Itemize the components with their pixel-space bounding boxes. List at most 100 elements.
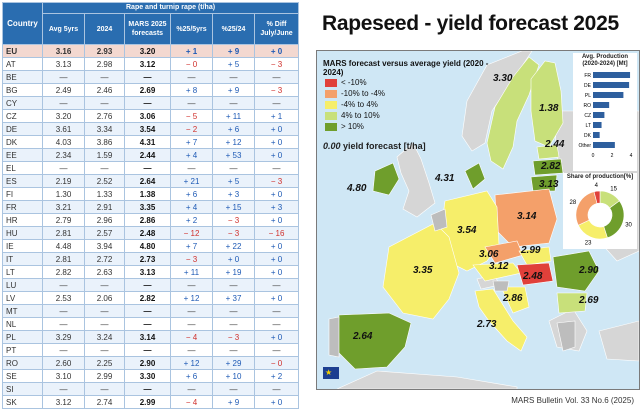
table-cell: — [212, 382, 255, 396]
table-cell: + 37 [212, 291, 255, 305]
table-cell: — [212, 70, 255, 84]
cell-country: CY [2, 96, 43, 110]
donut-slice [593, 190, 601, 204]
footnote: MARS Bulletin Vol. 33 No.6 (2025) [511, 396, 634, 405]
table-cell: − 3 [170, 252, 213, 266]
table-cell: + 0 [253, 135, 300, 149]
table-cell: + 0 [253, 330, 300, 344]
table-cell: 1.30 [42, 187, 85, 201]
table-row: PL 3.29 3.24 3.14− 4− 3 + 0 [2, 330, 300, 344]
cell-country: SI [2, 382, 43, 396]
cell-country: PL [2, 330, 43, 344]
cell-country: SE [2, 369, 43, 383]
cell-country: EU [2, 44, 43, 58]
table-cell: 4.80 [124, 239, 171, 253]
col-2024: 2024 [84, 13, 125, 45]
cell-country: IT [2, 252, 43, 266]
table-cell: 2.69 [124, 83, 171, 97]
cell-country: DE [2, 122, 43, 136]
table-cell: — [84, 96, 125, 110]
map-label-se: 3.30 [493, 73, 513, 84]
table-cell: 2.74 [84, 395, 125, 409]
table-row: FI 1.30 1.33 1.38 + 6 + 3 + 0 [2, 187, 300, 201]
land-africa [336, 370, 518, 389]
table-cell: + 0 [253, 252, 300, 266]
table-cell: + 0 [253, 265, 300, 279]
table-cell: + 12 [170, 356, 213, 370]
country-dk [464, 162, 486, 190]
table-cell: + 0 [253, 213, 300, 227]
table-cell: 4.48 [42, 239, 85, 253]
bar-category-label: DE [584, 83, 592, 89]
yield-note: 0.00 yield forecast [t/ha] [323, 141, 426, 151]
table-cell: 3.24 [84, 330, 125, 344]
table-cell: + 12 [170, 291, 213, 305]
map-label-ro: 2.90 [578, 265, 599, 276]
cell-country: BE [2, 70, 43, 84]
table-row: PT — — — — — — [2, 343, 300, 357]
table-cell: + 53 [212, 148, 255, 162]
map-label-es: 2.64 [352, 331, 373, 342]
table-cell: — [42, 317, 85, 331]
cell-country: MT [2, 304, 43, 318]
table-cell: — [170, 96, 213, 110]
table-cell: 3.35 [124, 200, 171, 214]
production-chart: Avg. Production (2020-2024) [Mt] FR DE PL R… [573, 53, 637, 171]
table-cell: + 9 [212, 83, 255, 97]
table-cell: — [124, 304, 171, 318]
table-cell: 3.13 [124, 265, 171, 279]
table-cell: — [170, 382, 213, 396]
bar-category-label: PL [585, 93, 591, 99]
table-cell: — [124, 382, 171, 396]
col-country: Country [2, 2, 43, 45]
table-row: HR 2.79 2.96 2.86 + 2− 3 + 0 [2, 213, 300, 227]
table-cell: 1.33 [84, 187, 125, 201]
table-cell: 4.03 [42, 135, 85, 149]
table-cell: 3.30 [124, 369, 171, 383]
table-cell: — [170, 343, 213, 357]
table-cell: + 19 [212, 265, 255, 279]
cell-country: LV [2, 291, 43, 305]
table-cell: + 0 [253, 395, 300, 409]
table-cell: 3.94 [84, 239, 125, 253]
table-cell: — [253, 343, 300, 357]
table-cell: 3.12 [42, 395, 85, 409]
table-cell: 3.29 [42, 330, 85, 344]
table-cell: + 8 [170, 83, 213, 97]
table-row: SK 3.12 2.74 2.99− 4 + 9 + 0 [2, 395, 300, 409]
bar-lt [593, 122, 602, 128]
table-cell: + 0 [253, 187, 300, 201]
donut-slice-label: 23 [585, 241, 592, 247]
table-cell: — [253, 304, 300, 318]
cell-country: ES [2, 174, 43, 188]
map-title: Rapeseed - yield forecast 2025 [322, 12, 619, 35]
country-ro [552, 250, 600, 292]
table-cell: 2.91 [84, 200, 125, 214]
table-cell: 3.12 [124, 57, 171, 71]
bar-tick-label: 0 [592, 153, 595, 159]
map-label-cz: 3.06 [479, 249, 499, 260]
table-row: LU — — — — — — [2, 278, 300, 292]
table-cell: − 16 [253, 226, 300, 240]
table-cell: — [170, 161, 213, 175]
donut-slice-label: 15 [610, 186, 617, 192]
bar-tick-label: 2 [611, 153, 614, 159]
table-row: ES 2.19 2.52 2.64 + 21 + 5− 3 [2, 174, 300, 188]
land-turkey [598, 320, 639, 362]
bar-category-label: DK [584, 133, 592, 139]
table-cell: — [124, 278, 171, 292]
legend-swatch [325, 123, 337, 131]
table-cell: + 6 [170, 369, 213, 383]
country-pt [328, 316, 340, 358]
table-cell: — [212, 161, 255, 175]
table-cell: 2.99 [124, 395, 171, 409]
legend-item: -10% to -4% [323, 88, 503, 99]
table-cell: − 4 [170, 395, 213, 409]
table-cell: 2.81 [42, 226, 85, 240]
table-cell: 2.98 [84, 57, 125, 71]
legend-label: 4% to 10% [341, 111, 380, 120]
country-bg [556, 292, 588, 314]
table-row: CY — — — — — — [2, 96, 300, 110]
cell-country: HR [2, 213, 43, 227]
